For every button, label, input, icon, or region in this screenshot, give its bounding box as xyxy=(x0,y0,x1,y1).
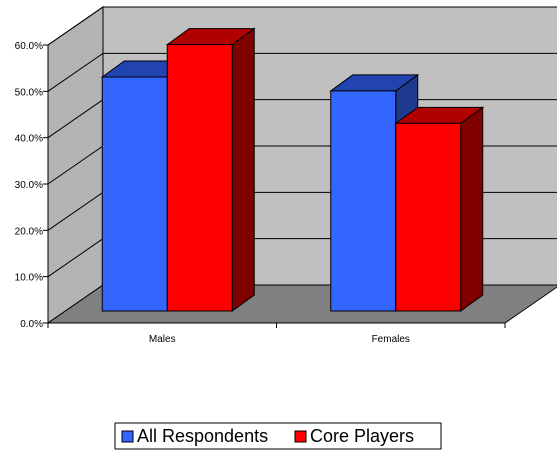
y-tick-label: 10.0% xyxy=(15,273,43,284)
y-tick-label: 20.0% xyxy=(15,226,43,237)
legend-label: Core Players xyxy=(310,426,414,446)
y-tick-label: 50.0% xyxy=(15,87,43,98)
x-tick-label: Females xyxy=(372,334,410,345)
bar-side xyxy=(460,106,484,312)
legend-box xyxy=(114,422,442,450)
legend-label: All Respondents xyxy=(137,426,268,446)
legend-swatch xyxy=(121,430,134,443)
y-tick-label: 0.0% xyxy=(20,319,43,330)
y-tick-label: 40.0% xyxy=(15,134,43,145)
bar xyxy=(101,76,168,312)
bar-side xyxy=(231,27,255,312)
legend-swatch xyxy=(294,430,307,443)
gridline xyxy=(47,52,557,92)
gridline xyxy=(47,6,557,46)
bar xyxy=(330,90,397,312)
y-tick-label: 60.0% xyxy=(15,41,43,52)
bar xyxy=(395,122,462,312)
bar xyxy=(166,44,233,312)
x-tick-label: Males xyxy=(149,334,176,345)
y-tick-label: 30.0% xyxy=(15,180,43,191)
